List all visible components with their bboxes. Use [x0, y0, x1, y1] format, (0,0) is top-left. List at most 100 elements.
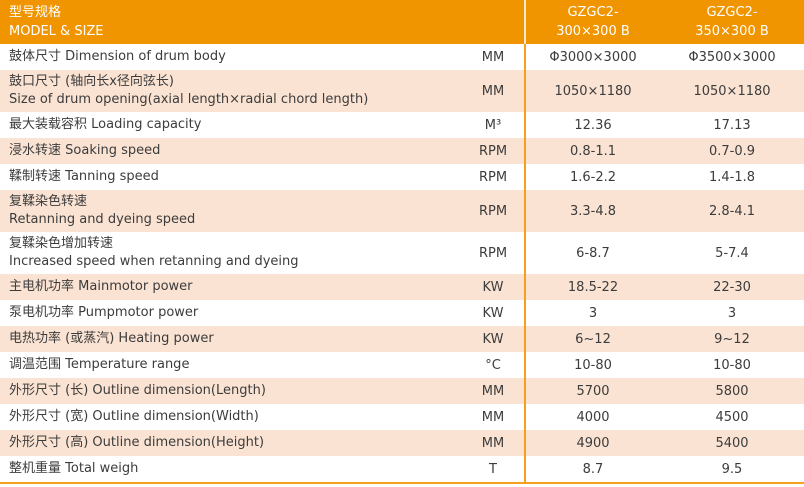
row-value-2: 9.5: [660, 456, 804, 483]
row-unit: MM: [462, 404, 525, 430]
row-label-zh: 外形尺寸 (高): [9, 435, 89, 450]
row-label-zh: 鞣制转速: [9, 169, 62, 184]
row-value-1: 1050×1180: [524, 70, 660, 112]
row-value-1: 6-8.7: [524, 232, 660, 274]
row-unit: RPM: [462, 232, 525, 274]
row-label-en: Pumpmotor power: [78, 305, 199, 320]
row-label-en: Heating power: [118, 331, 214, 346]
row-unit: M³: [462, 112, 525, 138]
table-row: 电热功率 (或蒸汽) Heating power KW 6~12 9~12: [0, 326, 804, 352]
row-label-en: Mainmotor power: [78, 279, 193, 294]
row-label-en: Outline dimension(Width): [92, 409, 259, 424]
row-value-2: 4500: [660, 404, 804, 430]
row-value-1: 8.7: [524, 456, 660, 483]
row-label: 最大装载容积 Loading capacity: [0, 112, 462, 138]
row-value-2: 5400: [660, 430, 804, 456]
row-value-2: 1.4-1.8: [660, 164, 804, 190]
row-value-1: 3: [524, 300, 660, 326]
row-unit: RPM: [462, 190, 525, 232]
row-value-2: 9~12: [660, 326, 804, 352]
row-label-en: Outline dimension(Length): [92, 383, 266, 398]
row-label: 复鞣染色增加转速 Increased speed when retanning …: [0, 232, 462, 274]
header-model-col-2: GZGC2- 350×300 B: [660, 0, 804, 44]
header-model-col-1: GZGC2- 300×300 B: [524, 0, 660, 44]
row-value-1: 1.6-2.2: [524, 164, 660, 190]
row-value-1: Φ3000×3000: [524, 44, 660, 70]
row-label-en: Loading capacity: [91, 117, 202, 132]
header-row: 型号规格 MODEL & SIZE GZGC2- 300×300 B GZGC2…: [0, 0, 804, 44]
model-1-series: GZGC2-: [567, 5, 619, 20]
row-label-zh: 调温范围: [9, 357, 62, 372]
table-row: 复鞣染色增加转速 Increased speed when retanning …: [0, 232, 804, 274]
model-2-series: GZGC2-: [706, 5, 758, 20]
row-label: 鼓口尺寸 (轴向长x径向弦长) Size of drum opening(axi…: [0, 70, 462, 112]
table-row: 泵电机功率 Pumpmotor power KW 3 3: [0, 300, 804, 326]
row-value-1: 5700: [524, 378, 660, 404]
row-label: 复鞣染色转速 Retanning and dyeing speed: [0, 190, 462, 232]
row-label: 主电机功率 Mainmotor power: [0, 274, 462, 300]
row-label-zh: 泵电机功率: [9, 305, 75, 320]
spec-table-header: 型号规格 MODEL & SIZE GZGC2- 300×300 B GZGC2…: [0, 0, 804, 44]
row-label: 外形尺寸 (宽) Outline dimension(Width): [0, 404, 462, 430]
row-unit: MM: [462, 44, 525, 70]
row-label: 鞣制转速 Tanning speed: [0, 164, 462, 190]
row-value-2: 5-7.4: [660, 232, 804, 274]
row-unit: MM: [462, 378, 525, 404]
row-value-2: 1050×1180: [660, 70, 804, 112]
row-label-en: Outline dimension(Height): [92, 435, 265, 450]
row-label: 电热功率 (或蒸汽) Heating power: [0, 326, 462, 352]
row-unit: °C: [462, 352, 525, 378]
row-label-en: Size of drum opening(axial length×radial…: [9, 92, 369, 107]
row-label-zh: 复鞣染色增加转速: [9, 236, 114, 251]
spec-table-body: 鼓体尺寸 Dimension of drum body MM Φ3000×300…: [0, 44, 804, 483]
row-value-2: 0.7-0.9: [660, 138, 804, 164]
row-label-zh: 外形尺寸 (长): [9, 383, 89, 398]
table-row: 外形尺寸 (高) Outline dimension(Height) MM 49…: [0, 430, 804, 456]
row-value-2: 3: [660, 300, 804, 326]
table-row: 外形尺寸 (宽) Outline dimension(Width) MM 400…: [0, 404, 804, 430]
row-label-en: Temperature range: [65, 357, 190, 372]
table-row: 主电机功率 Mainmotor power KW 18.5-22 22-30: [0, 274, 804, 300]
row-label: 泵电机功率 Pumpmotor power: [0, 300, 462, 326]
row-label-en: Increased speed when retanning and dyein…: [9, 254, 299, 269]
table-row: 浸水转速 Soaking speed RPM 0.8-1.1 0.7-0.9: [0, 138, 804, 164]
row-value-1: 10-80: [524, 352, 660, 378]
table-row: 鼓口尺寸 (轴向长x径向弦长) Size of drum opening(axi…: [0, 70, 804, 112]
row-value-2: 17.13: [660, 112, 804, 138]
row-label: 整机重量 Total weigh: [0, 456, 462, 483]
table-row: 整机重量 Total weigh T 8.7 9.5: [0, 456, 804, 483]
table-row: 鼓体尺寸 Dimension of drum body MM Φ3000×300…: [0, 44, 804, 70]
table-row: 最大装载容积 Loading capacity M³ 12.36 17.13: [0, 112, 804, 138]
row-label-zh: 鼓体尺寸: [9, 49, 62, 64]
row-label: 外形尺寸 (高) Outline dimension(Height): [0, 430, 462, 456]
header-title-en: MODEL & SIZE: [9, 24, 104, 39]
row-value-1: 4900: [524, 430, 660, 456]
row-label-en: Tanning speed: [65, 169, 159, 184]
row-unit: RPM: [462, 138, 525, 164]
row-value-2: 5800: [660, 378, 804, 404]
row-unit: KW: [462, 274, 525, 300]
row-value-1: 6~12: [524, 326, 660, 352]
row-label: 调温范围 Temperature range: [0, 352, 462, 378]
row-label-en: Total weigh: [65, 461, 139, 476]
row-value-2: 10-80: [660, 352, 804, 378]
row-label: 外形尺寸 (长) Outline dimension(Length): [0, 378, 462, 404]
row-label-en: Soaking speed: [65, 143, 161, 158]
row-label-zh: 外形尺寸 (宽): [9, 409, 89, 424]
row-unit: KW: [462, 300, 525, 326]
header-unit-spacer: [462, 0, 525, 44]
model-2-size: 350×300 B: [695, 24, 769, 39]
row-label: 浸水转速 Soaking speed: [0, 138, 462, 164]
row-value-1: 3.3-4.8: [524, 190, 660, 232]
row-unit: T: [462, 456, 525, 483]
row-value-1: 4000: [524, 404, 660, 430]
table-row: 调温范围 Temperature range °C 10-80 10-80: [0, 352, 804, 378]
row-label-zh: 复鞣染色转速: [9, 194, 88, 209]
model-1-size: 300×300 B: [556, 24, 630, 39]
row-label-zh: 浸水转速: [9, 143, 62, 158]
row-unit: MM: [462, 70, 525, 112]
header-title-zh: 型号规格: [9, 5, 62, 20]
row-unit: RPM: [462, 164, 525, 190]
row-unit: MM: [462, 430, 525, 456]
row-value-1: 18.5-22: [524, 274, 660, 300]
